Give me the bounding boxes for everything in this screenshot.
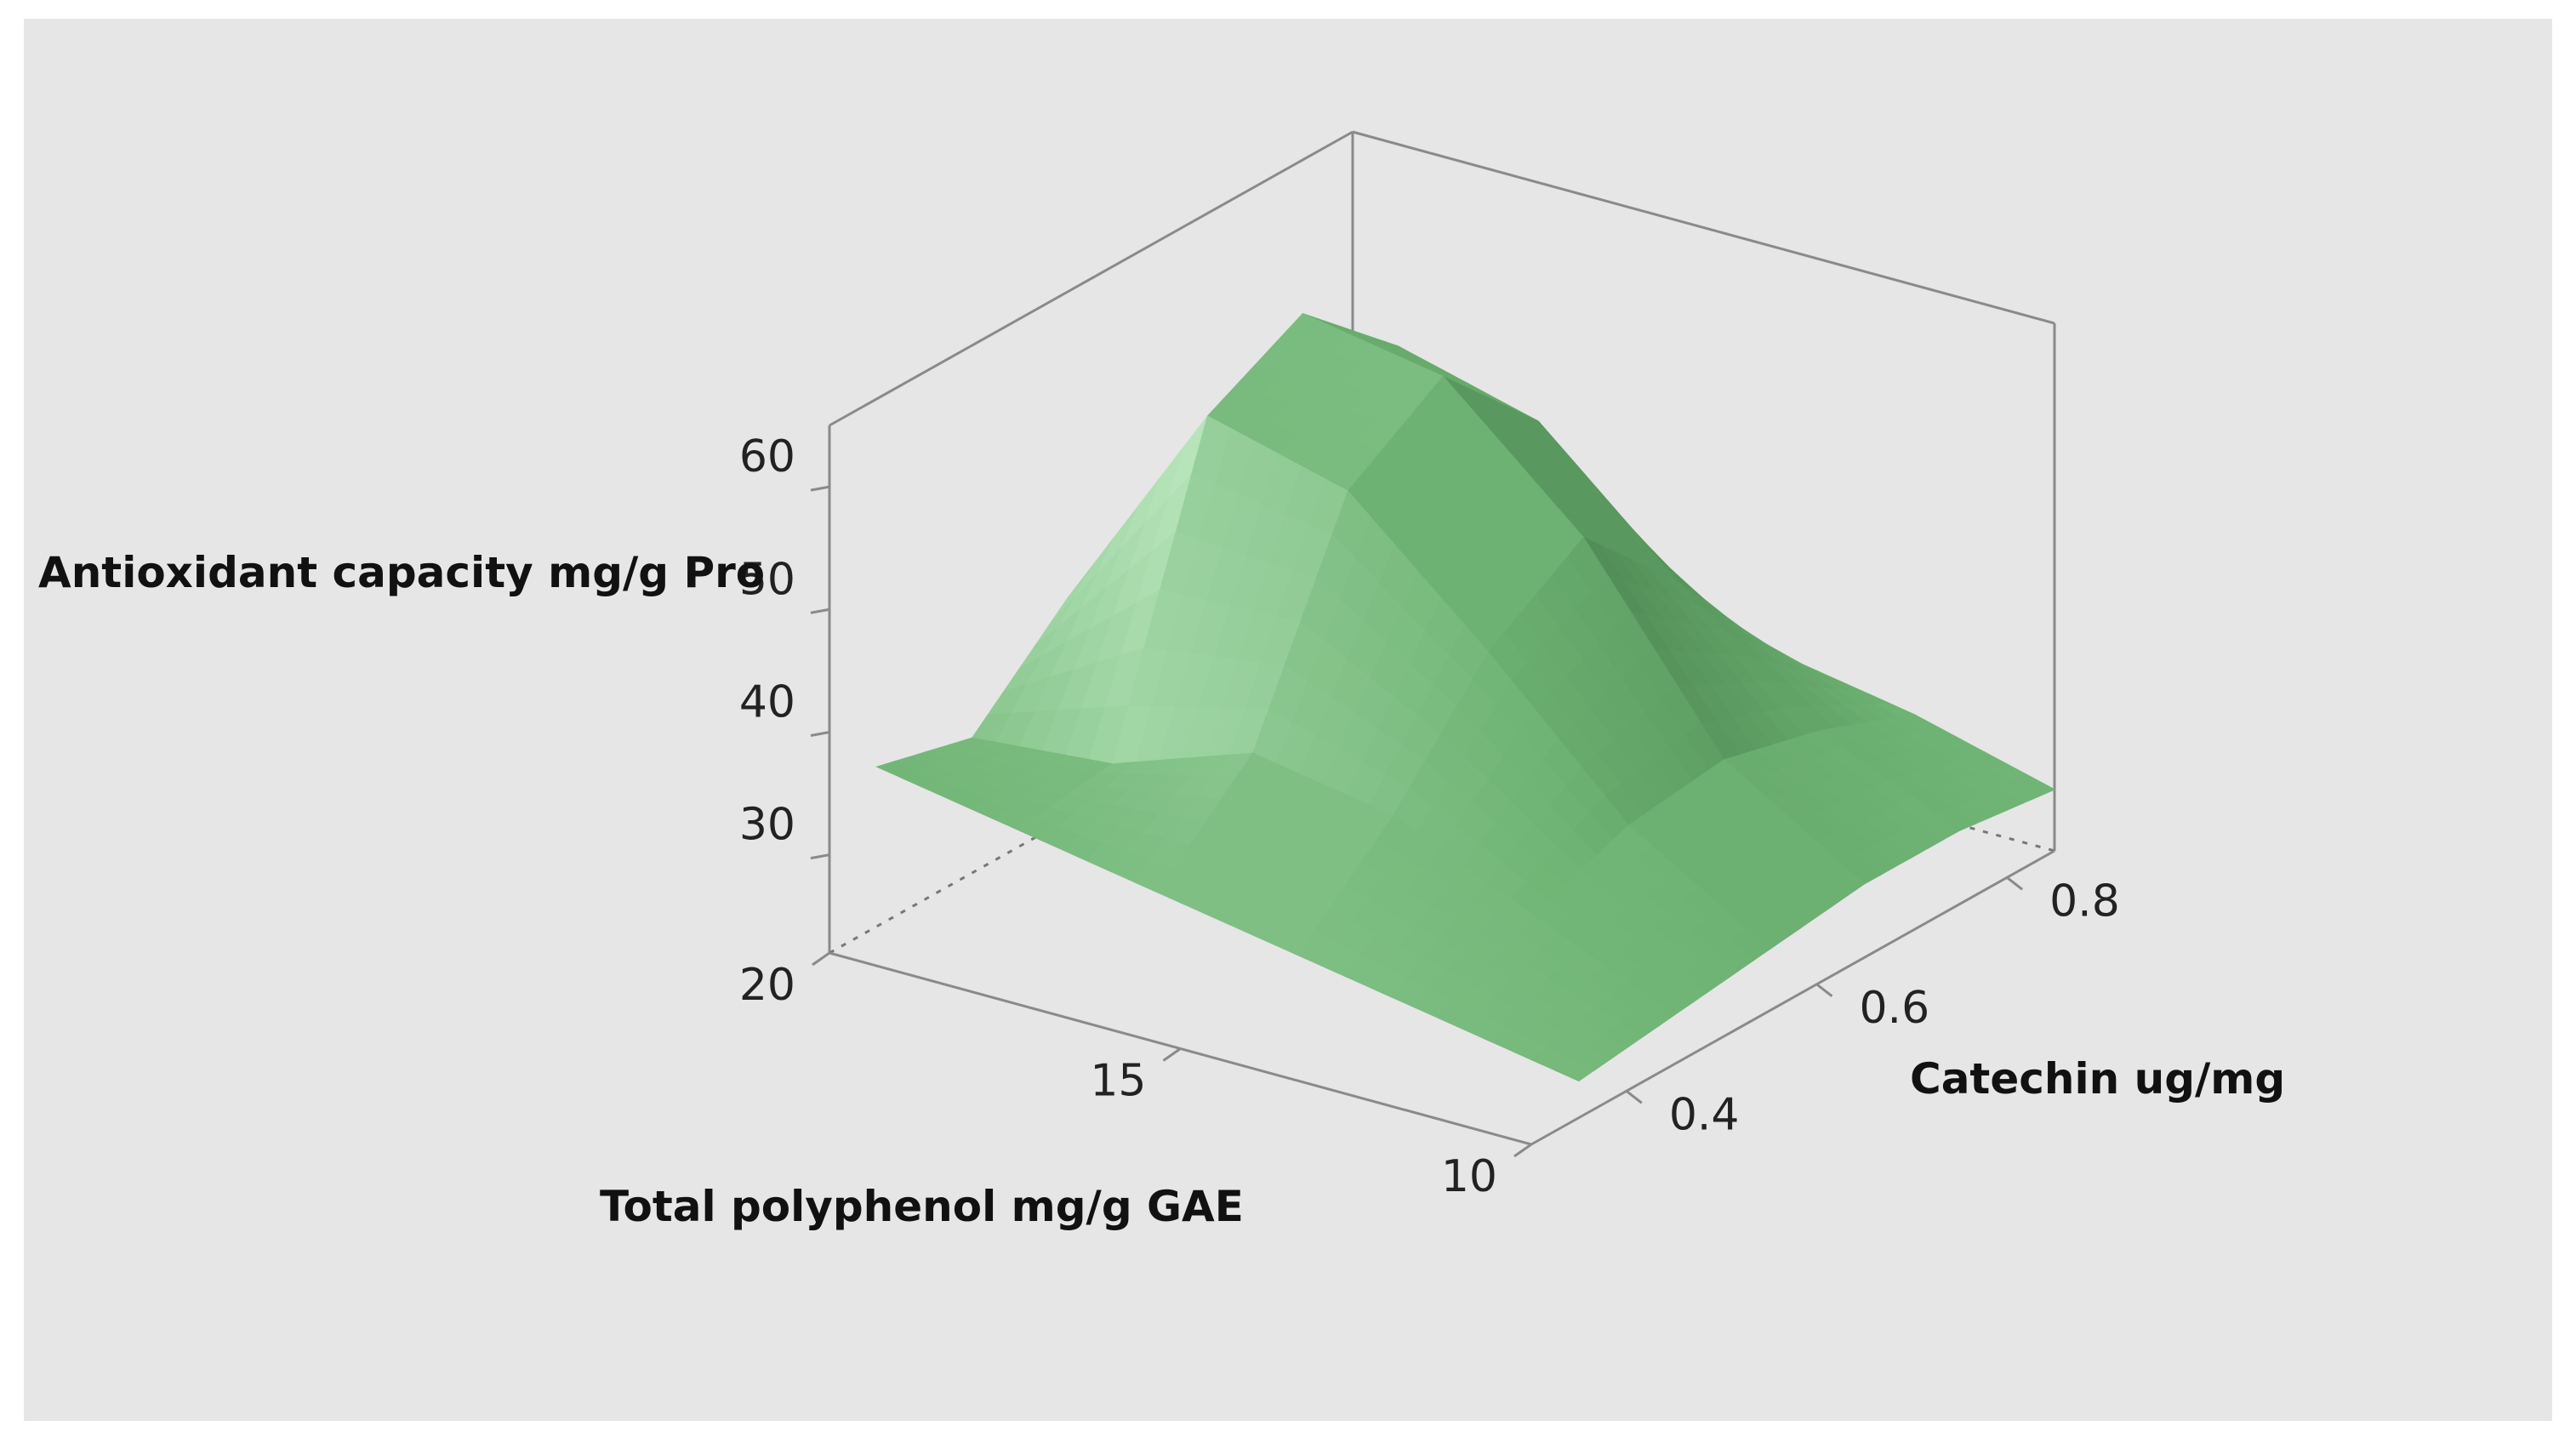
- y-axis-line: [1530, 849, 2055, 1146]
- x-tick-label: 20: [739, 960, 795, 1011]
- z-tick-label: 50: [739, 554, 795, 605]
- z-axis-ticks: 30 40 50 60: [739, 431, 830, 860]
- x-tick-label: 15: [1090, 1056, 1146, 1107]
- z-tick-mark: [810, 608, 830, 614]
- z-tick-mark: [810, 485, 830, 492]
- y-tick-mark: [1625, 1090, 1643, 1104]
- x-tick-mark: [1162, 1047, 1182, 1062]
- surface-layer: [875, 312, 2056, 1082]
- box-edge-3: [829, 130, 1354, 427]
- box-edge-4: [1352, 130, 2055, 325]
- z-tick-mark: [810, 853, 830, 860]
- surface-patch: [1554, 1058, 1596, 1082]
- z-tick-mark: [810, 730, 830, 737]
- y-tick-label: 0.4: [1669, 1089, 1740, 1140]
- y-tick-mark: [2006, 876, 2024, 891]
- z-tick-label: 30: [739, 800, 795, 851]
- y-tick-label: 0.6: [1859, 983, 1929, 1034]
- y-axis-title: Catechin ug/mg: [1910, 1054, 2285, 1104]
- y-tick-mark: [1815, 983, 1833, 998]
- x-axis-ticks: 20 15 10: [739, 951, 1532, 1202]
- y-tick-label: 0.8: [2049, 876, 2120, 927]
- x-tick-mark: [812, 951, 830, 967]
- z-axis-title: Antioxidant capacity mg/g Pro: [38, 548, 765, 597]
- z-tick-label: 40: [739, 676, 795, 727]
- x-tick-label: 10: [1441, 1151, 1497, 1202]
- x-tick-mark: [1513, 1143, 1532, 1158]
- x-axis-title: Total polyphenol mg/g GAE: [600, 1182, 1244, 1231]
- z-tick-label: 60: [739, 431, 795, 482]
- y-axis-ticks: 0.4 0.6 0.8: [1625, 876, 2120, 1140]
